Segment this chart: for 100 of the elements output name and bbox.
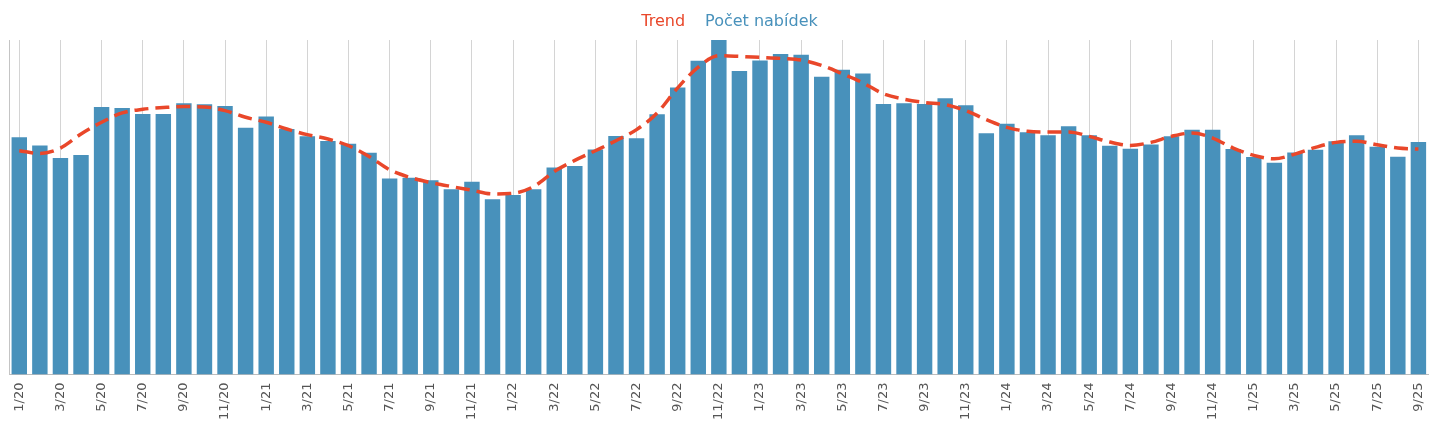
bar	[1328, 141, 1344, 375]
x-tick-label: 7/23	[874, 382, 890, 412]
x-tick-label: 11/23	[957, 382, 973, 420]
bar	[1287, 152, 1303, 375]
bar	[93, 106, 110, 375]
x-tick-label: 3/21	[298, 382, 314, 412]
bar	[1390, 156, 1406, 375]
x-tick-label: 1/21	[257, 382, 273, 412]
bar	[711, 40, 727, 375]
bar	[423, 180, 439, 375]
bar	[958, 105, 974, 375]
bar	[875, 103, 892, 375]
bar	[196, 104, 213, 375]
bar	[1369, 146, 1385, 375]
x-tick-label: 9/22	[669, 382, 685, 412]
bar	[258, 116, 274, 375]
bar	[793, 54, 809, 375]
bar	[299, 136, 316, 375]
x-tick-label: 5/25	[1327, 382, 1343, 412]
series-label: Počet nabídek	[705, 11, 819, 31]
bar	[546, 167, 562, 375]
bar	[1266, 162, 1283, 375]
bar	[1184, 129, 1200, 375]
bar	[1410, 142, 1427, 375]
bar	[855, 73, 871, 375]
bar	[361, 152, 377, 375]
bar	[1204, 129, 1221, 375]
bar	[217, 105, 233, 375]
bar	[814, 76, 830, 375]
bar	[916, 103, 933, 375]
bar	[279, 128, 295, 375]
x-tick-label: 5/24	[1080, 382, 1096, 412]
bar	[896, 103, 912, 375]
bar	[1040, 135, 1056, 375]
x-tick-label: 3/25	[1286, 382, 1302, 412]
x-tick-label: 5/20	[92, 382, 108, 412]
x-tick-label: 7/25	[1368, 382, 1384, 412]
bar	[237, 127, 254, 375]
x-tick-label: 1/23	[751, 382, 767, 412]
bar	[11, 137, 27, 375]
x-tick-label: 9/20	[175, 382, 191, 412]
bar	[1163, 136, 1180, 375]
bar	[32, 145, 48, 375]
x-tick-label: 7/21	[381, 382, 397, 412]
x-tick-label: 9/24	[1162, 382, 1178, 412]
bar	[772, 54, 789, 375]
x-tick-label: 1/25	[1245, 382, 1261, 412]
x-tick-label: 9/23	[915, 382, 931, 412]
text: Trend	[640, 11, 686, 31]
bar	[587, 149, 604, 375]
x-tick-label: 3/23	[792, 382, 808, 412]
x-tick-label: 3/20	[51, 382, 67, 412]
bar	[402, 177, 418, 375]
x-tick-label: 9/25	[1409, 382, 1425, 412]
bar	[443, 189, 460, 375]
bar	[505, 194, 521, 375]
bar	[669, 87, 686, 375]
x-tick-label: 11/22	[710, 382, 726, 420]
bar	[731, 71, 748, 375]
bar	[752, 60, 768, 375]
x-tick-label: 7/24	[1121, 382, 1137, 412]
x-tick-label: 3/24	[1039, 382, 1055, 412]
bar	[340, 143, 357, 375]
bar	[628, 138, 645, 375]
bar	[155, 113, 172, 375]
bar	[320, 141, 336, 375]
bar	[525, 189, 542, 375]
bar	[1122, 148, 1139, 375]
bar	[73, 155, 89, 375]
x-tick-label: 7/20	[134, 382, 150, 412]
x-tick-label: 5/23	[833, 382, 849, 412]
bar	[978, 133, 995, 375]
bar	[1102, 145, 1118, 375]
bar	[1246, 157, 1262, 375]
bar	[381, 178, 398, 375]
bar	[1060, 126, 1077, 375]
bar	[464, 181, 480, 375]
bar	[1081, 135, 1097, 375]
bar	[608, 136, 624, 375]
x-tick-label: 5/21	[339, 382, 355, 412]
x-tick-label: 5/22	[586, 382, 602, 412]
bar	[1019, 132, 1036, 375]
x-tick-label: 1/20	[10, 382, 26, 412]
bar	[937, 98, 953, 375]
bar	[484, 199, 501, 375]
bar	[690, 60, 706, 375]
x-tick-label: 9/21	[422, 382, 438, 412]
bar	[567, 166, 583, 375]
x-tick-label: 1/24	[998, 382, 1014, 412]
x-tick-label: 11/20	[216, 382, 232, 420]
bar	[114, 107, 130, 375]
bar	[1225, 149, 1241, 375]
x-tick-label: 3/22	[545, 382, 561, 412]
x-tick-label: 11/24	[1204, 382, 1220, 420]
bar	[999, 123, 1015, 375]
bar	[1143, 144, 1159, 375]
bar	[1348, 135, 1365, 375]
bar	[52, 158, 69, 375]
x-tick-label: 1/22	[504, 382, 520, 412]
bar	[649, 114, 665, 375]
